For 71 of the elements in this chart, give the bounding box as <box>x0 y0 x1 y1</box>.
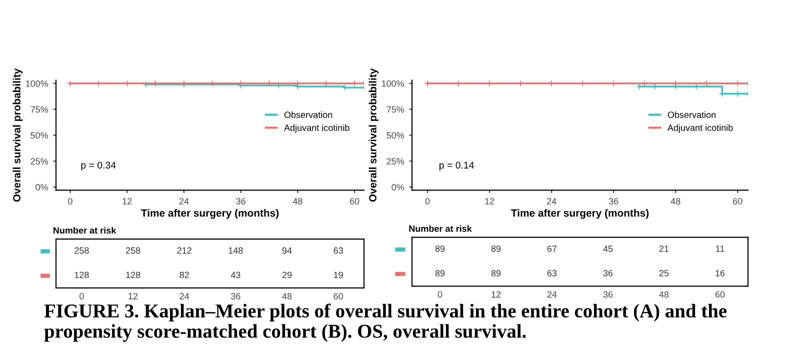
x-tick-label: 48 <box>670 198 680 204</box>
y-tick-label: 100% <box>382 80 404 87</box>
data-label: 45 <box>603 246 613 252</box>
data-label: 89 <box>491 270 501 276</box>
data-label: 89 <box>435 270 445 276</box>
x-tick-label: 0 <box>425 198 430 204</box>
x-tick-label: 48 <box>282 293 292 300</box>
data-label: 258 <box>126 247 140 254</box>
data-label: 63 <box>334 247 343 254</box>
x-tick-label: 0 <box>438 291 442 298</box>
data-label: 128 <box>74 272 89 278</box>
data-label: 43 <box>230 272 240 278</box>
x-tick-label: 60 <box>350 198 360 204</box>
x-tick-label: 60 <box>715 291 725 298</box>
data-label: 29 <box>282 272 292 278</box>
data-label: 19 <box>334 272 343 278</box>
data-label: 82 <box>180 272 189 278</box>
x-tick-label: 36 <box>603 291 613 298</box>
x-tick-label: 12 <box>128 293 138 300</box>
x-tick-label: 0 <box>68 198 72 204</box>
caption: FIGURE 3. Kaplan–Meier plots of overall survival in the entire cohort (A) and the propensity score-matched cohort (B). OS, overall survival. <box>44 304 727 342</box>
legend-label: Observation <box>284 111 332 118</box>
data-label: 212 <box>177 247 192 254</box>
legend-label: Observation <box>668 111 716 118</box>
x-tick-label: 36 <box>608 198 618 204</box>
x-tick-label: 24 <box>547 198 556 204</box>
legend-label: Adjuvant icotinib <box>284 124 350 133</box>
x-tick-label: 24 <box>179 198 189 204</box>
x-tick-label: 12 <box>492 291 501 298</box>
y-tick-label: 0% <box>36 184 48 190</box>
x-tick-label: 12 <box>485 198 494 204</box>
y-tick-label: 0% <box>392 184 404 190</box>
annotation: p = 0.34 <box>81 162 116 171</box>
x-tick-label: 24 <box>547 291 557 298</box>
data-label: 25 <box>659 270 669 276</box>
y-tick-label: 25% <box>30 158 48 165</box>
data-label: 128 <box>126 272 140 278</box>
y-tick-label: 25% <box>386 158 404 165</box>
y-tick-label: 100% <box>26 80 48 87</box>
annotation: p = 0.14 <box>440 162 474 171</box>
data-label: 16 <box>716 270 725 276</box>
data-label: 21 <box>659 246 669 252</box>
x-tick-label: 12 <box>122 198 132 204</box>
y-tick-label: 75% <box>386 106 404 113</box>
data-label: 148 <box>228 247 243 254</box>
x-tick-label: 60 <box>733 198 742 204</box>
data-label: 89 <box>435 246 445 252</box>
y-tick-label: 50% <box>386 132 404 139</box>
data-label: 94 <box>282 247 292 254</box>
x-tick-label: 48 <box>659 291 669 298</box>
data-label: 63 <box>547 270 557 276</box>
chart-title: Number at risk <box>54 226 116 234</box>
x-tick-label: 0 <box>80 293 84 300</box>
x-tick-label: 36 <box>236 198 246 204</box>
y-axis-title: Overall survival probability <box>12 68 22 202</box>
legend-label: Adjuvant icotinib <box>667 124 733 133</box>
data-label: 36 <box>603 270 613 276</box>
data-label: 89 <box>491 246 501 252</box>
x-tick-label: 24 <box>180 293 190 300</box>
data-label: 258 <box>74 247 89 254</box>
y-tick-label: 50% <box>30 132 48 139</box>
data-label: 67 <box>547 246 557 252</box>
y-axis-title: Overall survival probability <box>368 68 378 202</box>
y-tick-label: 75% <box>30 106 48 113</box>
chart-title: Number at risk <box>409 225 472 232</box>
x-tick-label: 36 <box>230 293 240 300</box>
data-label: 11 <box>716 246 724 252</box>
x-axis-title: Time after surgery (months) <box>511 209 649 219</box>
x-tick-label: 48 <box>292 198 302 204</box>
x-tick-label: 60 <box>334 293 343 300</box>
x-axis-title: Time after surgery (months) <box>141 209 279 219</box>
